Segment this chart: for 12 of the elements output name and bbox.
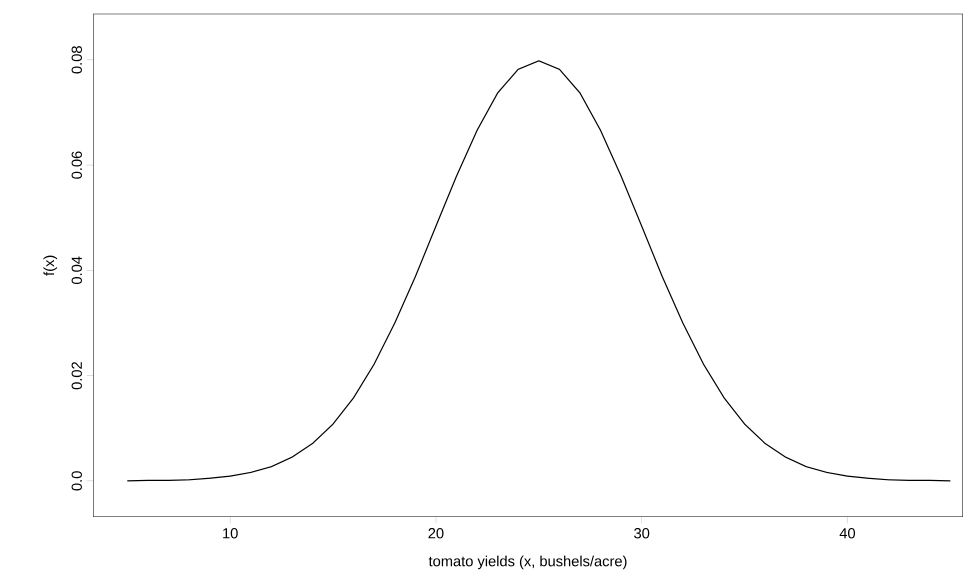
y-axis-title: f(x) xyxy=(43,256,58,276)
x-tick-label: 40 xyxy=(840,528,856,538)
line-series xyxy=(126,60,951,482)
y-tick-label: 0.0 xyxy=(72,471,82,491)
y-tick-label: 0.04 xyxy=(72,256,82,284)
x-tick-label: 30 xyxy=(634,528,650,538)
y-tick-label: 0.06 xyxy=(72,151,82,179)
x-tick-label: 10 xyxy=(223,528,238,538)
y-tick-label: 0.02 xyxy=(72,362,82,390)
x-tick-label: 20 xyxy=(428,528,444,538)
x-axis-title: tomato yields (x, bushels/acre) xyxy=(428,556,627,570)
y-tick-label: 0.08 xyxy=(72,46,82,74)
